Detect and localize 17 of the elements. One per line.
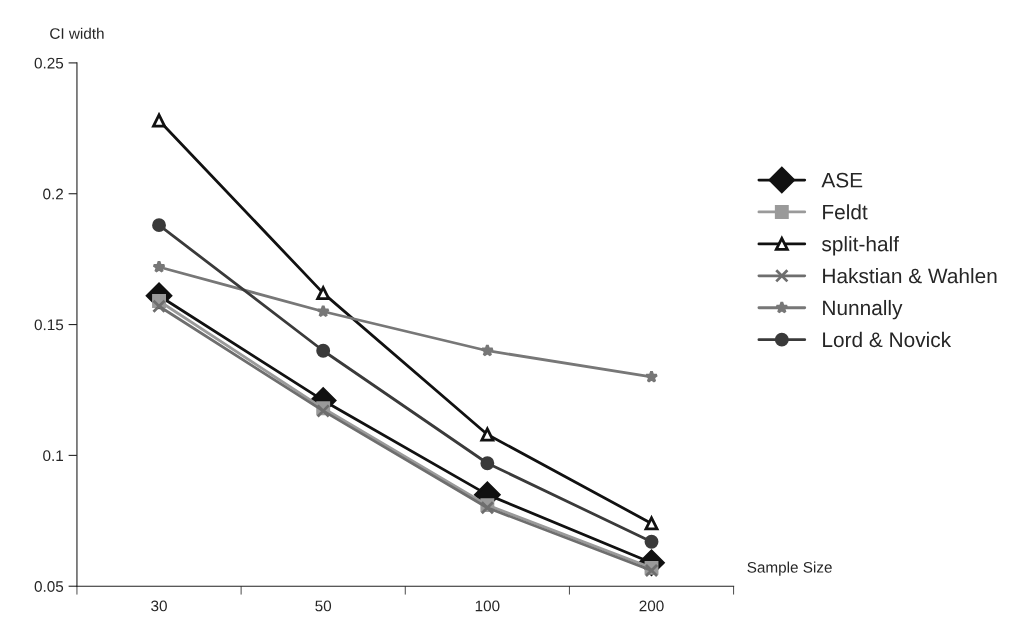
- legend-label: Feldt: [823, 204, 868, 220]
- x-tick-label: 100: [475, 600, 500, 612]
- legend-label: split-half: [821, 236, 900, 256]
- y-tick-label: 0.15: [34, 319, 64, 331]
- y-tick-label: 0.25: [34, 57, 64, 69]
- x-axis-title: Sample Size: [747, 561, 832, 576]
- y-axis-title: CI width: [50, 27, 104, 39]
- legend-label: Lord & Novick: [823, 331, 952, 348]
- legend-label: ASE: [821, 172, 863, 188]
- legend-label: Hakstian & Wahlen: [823, 268, 997, 284]
- x-tick-label: 30: [151, 600, 167, 612]
- y-tick-label: 0.1: [43, 450, 64, 462]
- y-tick-label: 0.05: [34, 581, 64, 592]
- x-tick-label: 50: [315, 600, 332, 612]
- legend-label: Nunnally: [823, 299, 903, 320]
- y-tick-label: 0.2: [43, 188, 63, 200]
- x-tick-label: 200: [639, 600, 664, 612]
